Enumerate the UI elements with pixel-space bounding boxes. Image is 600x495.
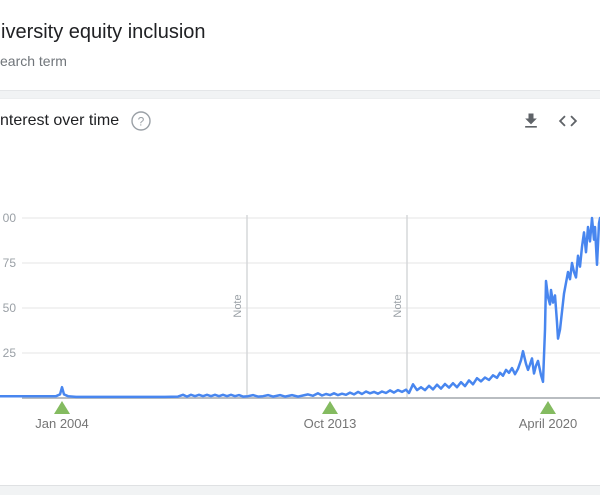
card-separator-band	[0, 90, 600, 99]
search-query-title: iversity equity inclusion	[1, 21, 206, 43]
x-tick-label: Jan 2004	[35, 416, 89, 431]
x-tick-label: April 2020	[519, 416, 578, 431]
download-icon	[525, 113, 537, 128]
y-tick-label: 00	[3, 211, 17, 225]
x-tick-marker[interactable]	[54, 401, 70, 414]
svg-text:?: ?	[138, 114, 145, 128]
code-angle-brackets-icon	[558, 115, 578, 127]
download-button[interactable]	[518, 108, 544, 134]
embed-button[interactable]	[555, 108, 581, 134]
note-label: Note	[232, 294, 244, 317]
search-query-type-label: earch term	[0, 53, 67, 69]
x-tick-label: Oct 2013	[304, 416, 357, 431]
x-tick-marker[interactable]	[322, 401, 338, 414]
question-mark-circle-icon: ?	[131, 111, 151, 131]
help-icon[interactable]: ?	[128, 108, 154, 134]
x-tick-marker[interactable]	[540, 401, 556, 414]
y-tick-label: 50	[3, 301, 17, 315]
bottom-separator-band	[0, 485, 600, 495]
note-label: Note	[392, 294, 404, 317]
y-tick-label: 75	[3, 256, 17, 270]
trend-line[interactable]	[0, 216, 600, 399]
y-tick-label: 25	[3, 346, 17, 360]
panel-title-interest-over-time: nterest over time	[0, 112, 120, 129]
